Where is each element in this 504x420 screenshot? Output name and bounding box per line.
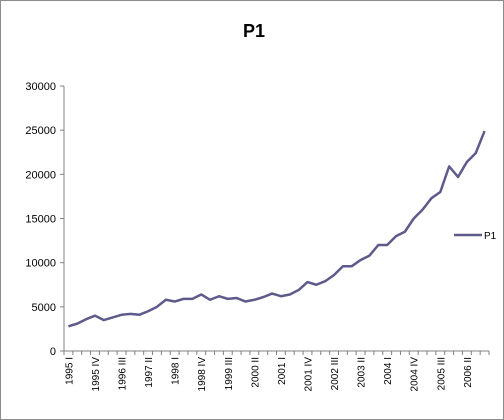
x-tick-label: 2002 III xyxy=(330,357,341,390)
x-tick-label: 1998 IV xyxy=(197,357,208,392)
chart-title: P1 xyxy=(243,21,265,41)
x-tick-label: 2003 II xyxy=(357,357,368,388)
legend: P1 xyxy=(454,231,497,242)
x-axis: 1995 I 1995 IV 1996 III 1997 II 1998 I 1998 I… xyxy=(63,350,490,392)
x-tick-label: 1997 II xyxy=(144,357,155,388)
x-tick-label: 1996 III xyxy=(118,357,129,390)
x-tick-label: 2005 III xyxy=(436,357,447,390)
series-layer xyxy=(68,130,486,328)
x-tick-label: 2006 II xyxy=(463,357,474,388)
y-tick-label: 5000 xyxy=(32,302,56,314)
x-tick-label: 2001 I xyxy=(277,357,288,385)
x-tick-label: 1998 I xyxy=(171,357,182,385)
series-line-p1 xyxy=(68,130,486,328)
y-tick-label: 20000 xyxy=(25,169,56,181)
legend-label: P1 xyxy=(484,231,497,242)
y-tick-label: 10000 xyxy=(25,258,56,270)
x-tick-label: 1995 IV xyxy=(91,357,102,392)
x-tick-label: 2000 II xyxy=(250,357,261,388)
y-tick-label: 15000 xyxy=(25,214,56,226)
y-tick-label: 25000 xyxy=(25,125,56,137)
x-tick-label: 1995 I xyxy=(64,357,75,385)
x-tick-label: 2004 I xyxy=(383,357,394,385)
y-axis: 0 5000 10000 15000 20000 25000 30000 xyxy=(25,81,65,358)
x-tick-label: 1999 III xyxy=(224,357,235,390)
x-tick-label: 2001 IV xyxy=(303,357,314,392)
y-tick-label: 0 xyxy=(50,346,56,358)
x-tick-label: 2004 IV xyxy=(410,357,421,392)
y-tick-label: 30000 xyxy=(25,81,56,93)
